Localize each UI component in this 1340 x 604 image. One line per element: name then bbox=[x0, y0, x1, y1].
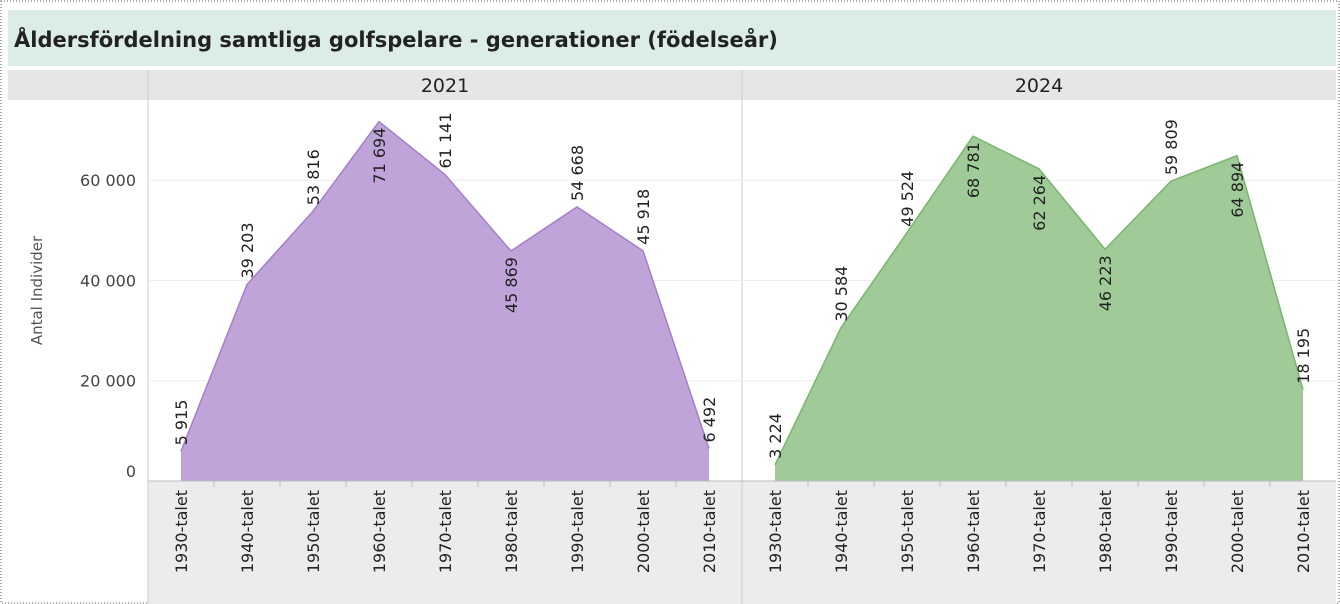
value-label: 64 894 bbox=[1228, 162, 1247, 218]
x-tick-label: 1990-talet bbox=[1162, 490, 1181, 573]
y-tick-label: 20 000 bbox=[80, 372, 136, 391]
x-tick-label: 1970-talet bbox=[436, 490, 455, 573]
x-tick-label: 1950-talet bbox=[898, 490, 917, 573]
x-tick-label: 2000-talet bbox=[634, 490, 653, 573]
facet-title: 2021 bbox=[421, 75, 469, 97]
page-title: Åldersfördelning samtliga golfspelare - … bbox=[14, 27, 778, 52]
x-tick-label: 1970-talet bbox=[1030, 490, 1049, 573]
value-label: 18 195 bbox=[1294, 328, 1313, 384]
y-tick-label: 40 000 bbox=[80, 271, 136, 290]
value-label: 39 203 bbox=[238, 222, 257, 278]
y-axis-label: Antal Individer bbox=[28, 235, 46, 345]
x-tick-label: 1990-talet bbox=[568, 490, 587, 573]
x-tick-label: 1960-talet bbox=[964, 490, 983, 573]
value-label: 45 918 bbox=[634, 189, 653, 245]
line bbox=[774, 135, 1304, 466]
facet-header bbox=[8, 70, 1336, 100]
x-tick-label: 1950-talet bbox=[304, 490, 323, 573]
value-label: 46 223 bbox=[1096, 255, 1115, 311]
facet-title: 2024 bbox=[1015, 75, 1063, 97]
x-tick-label: 1930-talet bbox=[766, 490, 785, 573]
x-tick-label: 1930-talet bbox=[172, 490, 191, 573]
y-tick-label: 0 bbox=[126, 462, 136, 481]
value-label: 6 492 bbox=[700, 397, 719, 443]
value-label: 3 224 bbox=[766, 413, 785, 459]
line bbox=[180, 120, 710, 452]
value-label: 5 915 bbox=[172, 400, 191, 446]
value-label: 59 809 bbox=[1162, 119, 1181, 175]
value-label: 68 781 bbox=[964, 142, 983, 198]
y-tick-label: 60 000 bbox=[80, 171, 136, 190]
value-label: 54 668 bbox=[568, 145, 587, 201]
x-tick-label: 1940-talet bbox=[832, 490, 851, 573]
x-tick-label: 1980-talet bbox=[1096, 490, 1115, 573]
x-tick-label: 1960-talet bbox=[370, 490, 389, 573]
value-label: 61 141 bbox=[436, 113, 455, 169]
x-tick-label: 2000-talet bbox=[1228, 490, 1247, 573]
x-tick-label: 2010-talet bbox=[700, 490, 719, 573]
value-label: 49 524 bbox=[898, 171, 917, 227]
x-tick-label: 2010-talet bbox=[1294, 490, 1313, 573]
title-band bbox=[8, 10, 1336, 66]
value-label: 62 264 bbox=[1030, 175, 1049, 231]
value-label: 53 816 bbox=[304, 149, 323, 205]
value-label: 45 869 bbox=[502, 257, 521, 313]
x-tick-label: 1940-talet bbox=[238, 490, 257, 573]
area bbox=[775, 136, 1303, 481]
value-label: 71 694 bbox=[370, 128, 389, 184]
x-tick-label: 1980-talet bbox=[502, 490, 521, 573]
value-label: 30 584 bbox=[832, 266, 851, 322]
